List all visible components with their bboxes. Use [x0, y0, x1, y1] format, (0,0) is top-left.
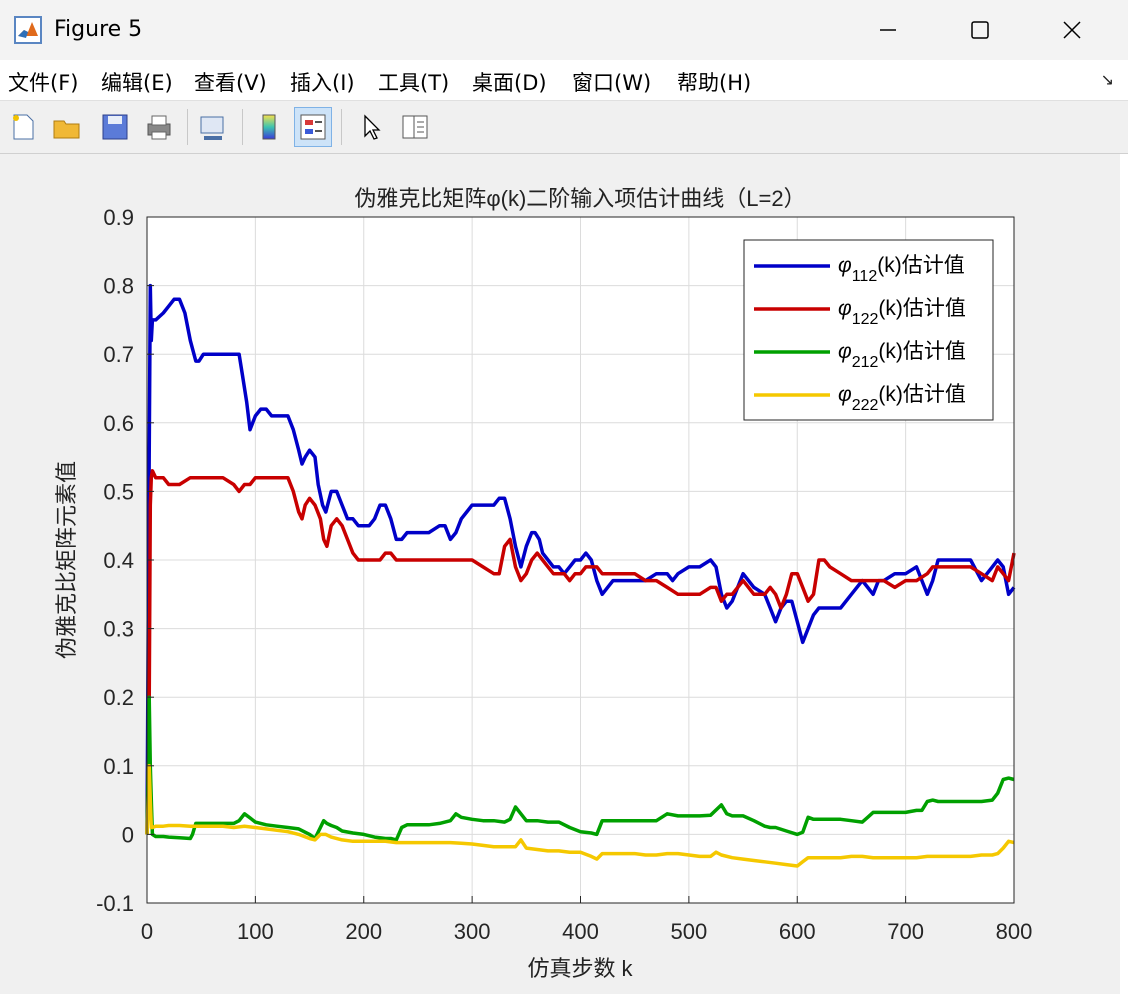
background-window-edge [1120, 154, 1128, 994]
property-editor-icon [402, 115, 428, 139]
undock-arrow-icon[interactable]: ↘ [1100, 70, 1114, 89]
menu-insert[interactable]: 插入(I) [290, 71, 355, 95]
toolbar-separator [242, 109, 243, 145]
property-editor-button[interactable] [396, 107, 434, 147]
print-icon [147, 115, 171, 140]
minimize-icon [880, 29, 896, 31]
menu-file[interactable]: 文件(F) [8, 71, 79, 95]
menu-help[interactable]: 帮助(H) [677, 71, 752, 95]
colorbar-button[interactable] [250, 107, 288, 147]
print-button[interactable] [140, 107, 178, 147]
toolbar-separator [341, 109, 342, 145]
open-file-button[interactable] [48, 107, 86, 147]
save-button[interactable] [96, 107, 134, 147]
open-file-icon [53, 120, 80, 139]
close-button[interactable] [1044, 8, 1100, 52]
maximize-icon [971, 21, 989, 39]
legend-icon [300, 114, 326, 140]
link-plot-icon [200, 116, 224, 140]
menu-tools[interactable]: 工具(T) [378, 71, 450, 95]
window-title: Figure 5 [54, 17, 143, 42]
window-titlebar: Figure 5 [0, 0, 1128, 60]
pointer-button[interactable] [352, 107, 390, 147]
menu-desktop[interactable]: 桌面(D) [472, 71, 547, 95]
figure-toolbar [0, 101, 1128, 154]
maximize-button[interactable] [952, 8, 1008, 52]
pointer-icon [364, 114, 381, 140]
menu-edit[interactable]: 编辑(E) [101, 71, 173, 95]
link-plot-button[interactable] [194, 107, 232, 147]
new-figure-icon [13, 114, 34, 140]
figure-canvas [0, 154, 1120, 994]
menu-bar: 文件(F) 编辑(E) 查看(V) 插入(I) 工具(T) 桌面(D) 窗口(W… [0, 60, 1128, 101]
menu-window[interactable]: 窗口(W) [572, 71, 652, 95]
new-figure-button[interactable] [4, 107, 42, 147]
close-icon [1063, 21, 1081, 39]
matlab-icon [14, 16, 42, 44]
toolbar-separator [187, 109, 188, 145]
menu-view[interactable]: 查看(V) [194, 71, 267, 95]
save-icon [102, 114, 128, 140]
legend-button[interactable] [294, 107, 332, 147]
minimize-button[interactable] [860, 8, 916, 52]
colorbar-icon [262, 114, 276, 140]
